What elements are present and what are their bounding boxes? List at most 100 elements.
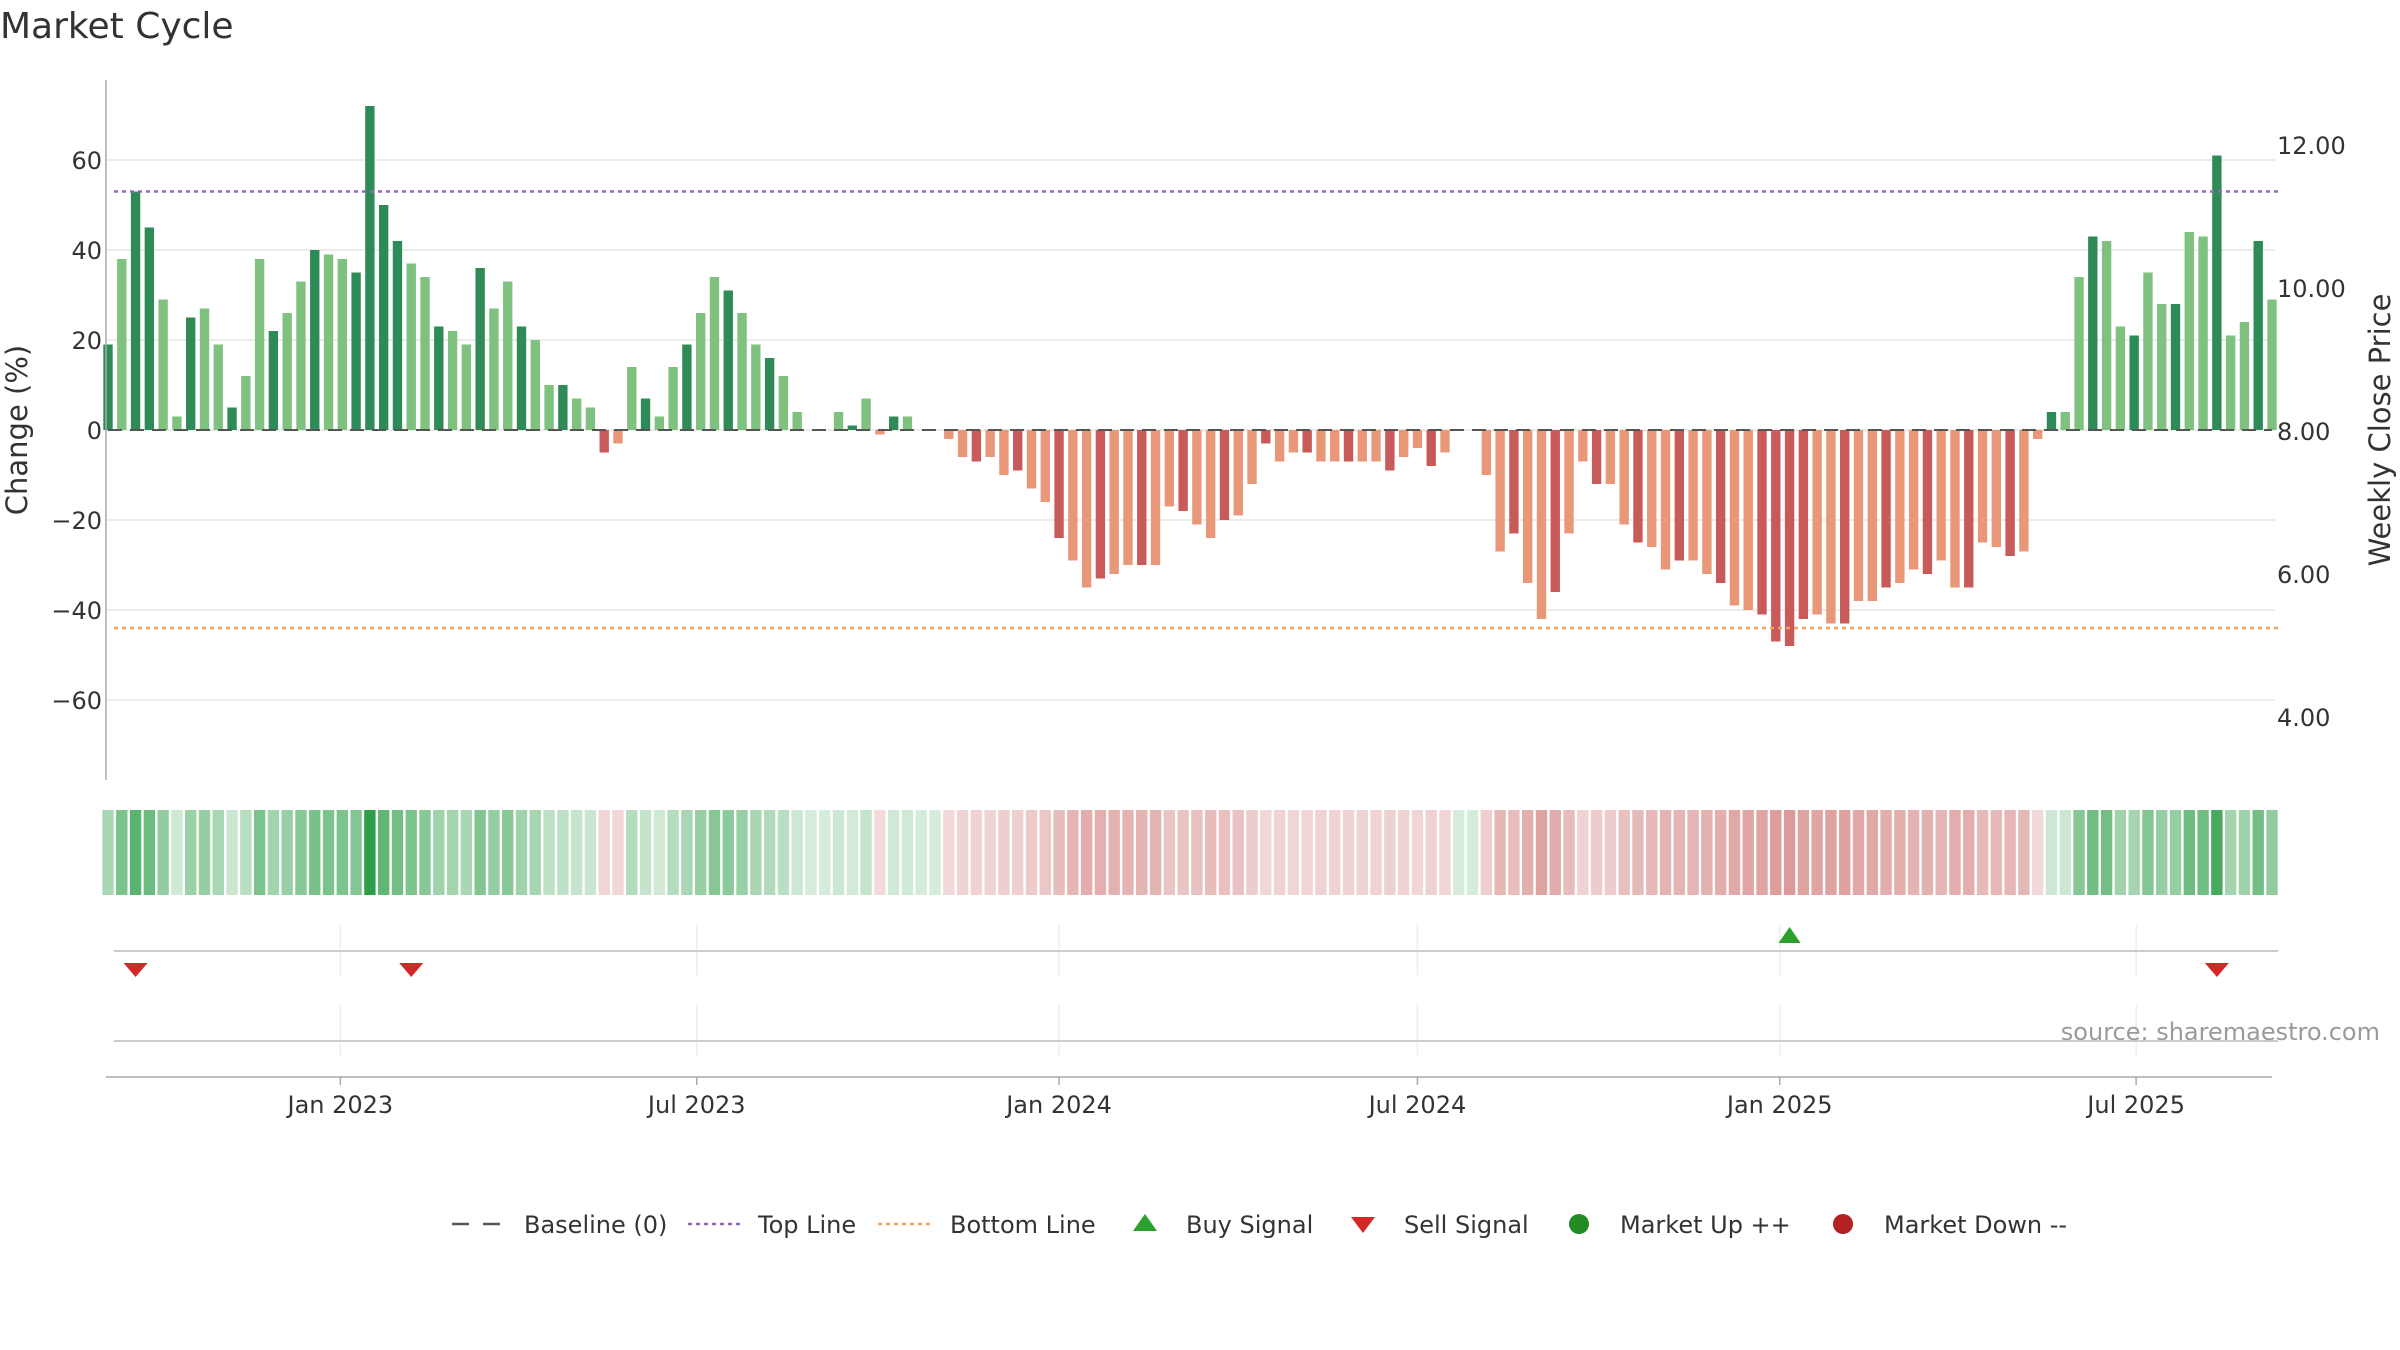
- bar: [2253, 241, 2263, 430]
- strip-cell: [1549, 810, 1561, 895]
- strip-cell: [639, 810, 652, 895]
- bar: [1178, 430, 1188, 511]
- strip-cell: [1204, 810, 1217, 895]
- bar: [1881, 430, 1891, 588]
- strip-cell: [157, 810, 169, 895]
- strip-cell: [322, 810, 335, 895]
- bar: [1715, 430, 1726, 583]
- bar: [1371, 430, 1381, 462]
- strip-cell: [1342, 810, 1355, 895]
- bar: [199, 308, 210, 430]
- bar: [1633, 430, 1643, 543]
- bar: [640, 398, 651, 430]
- bar: [1205, 430, 1216, 538]
- bar: [1991, 430, 2002, 547]
- bar: [861, 398, 871, 430]
- y-axis-title: Change (%): [0, 345, 34, 515]
- bar: [1109, 430, 1119, 574]
- bar: [1385, 430, 1395, 471]
- strip-cell: [171, 810, 183, 895]
- bar: [530, 340, 540, 430]
- strip-cell: [1080, 810, 1093, 895]
- strip-cell: [2266, 810, 2278, 895]
- strip-cell: [1714, 810, 1727, 895]
- legend-label: Buy Signal: [1186, 1211, 1313, 1239]
- legend-label: Sell Signal: [1404, 1211, 1529, 1239]
- strip-cell: [2059, 810, 2071, 895]
- strip-cell: [1728, 810, 1741, 895]
- strip-cell: [1067, 810, 1079, 895]
- strip-cell: [557, 810, 569, 895]
- strip-cell: [212, 810, 224, 895]
- bar: [1895, 430, 1905, 583]
- bar: [1233, 430, 1243, 516]
- strip-cell: [474, 810, 486, 895]
- strip-cell: [887, 810, 900, 895]
- strip-cell: [1563, 810, 1575, 895]
- strip-cell: [819, 810, 831, 895]
- bar: [1440, 430, 1450, 453]
- bar: [2212, 155, 2222, 430]
- strip-cell: [446, 810, 459, 895]
- heat-strip: [102, 810, 2278, 895]
- strip-cell: [1384, 810, 1396, 895]
- bar: [2115, 326, 2126, 430]
- bar: [1757, 430, 1767, 615]
- bar: [172, 416, 182, 430]
- strip-cell: [1315, 810, 1327, 895]
- bar: [2060, 412, 2070, 430]
- strip-cell: [667, 810, 679, 895]
- bar: [282, 313, 292, 430]
- strip-cell: [2252, 810, 2264, 895]
- y2-tick-label: 4.00: [2277, 704, 2330, 732]
- strip-cell: [226, 810, 238, 895]
- strip-cell: [612, 810, 624, 895]
- bar: [158, 299, 168, 430]
- strip-cell: [2142, 810, 2154, 895]
- strip-cell: [433, 810, 445, 895]
- bar: [654, 416, 665, 430]
- strip-cell: [1163, 810, 1176, 895]
- strip-cell: [874, 810, 886, 895]
- strip-cell: [2004, 810, 2016, 895]
- strip-cell: [1990, 810, 2003, 895]
- bar: [875, 430, 885, 435]
- bar: [1398, 430, 1409, 457]
- bar: [1523, 430, 1533, 583]
- bar: [2225, 335, 2236, 430]
- y-tick-label: 60: [71, 147, 102, 175]
- x-tick-label: Jul 2025: [2085, 1091, 2185, 1119]
- strip-cell: [970, 810, 983, 895]
- strip-cell: [1453, 810, 1465, 895]
- strip-cell: [2156, 810, 2168, 895]
- bar: [516, 326, 527, 430]
- strip-cell: [1177, 810, 1189, 895]
- bar-series: [103, 106, 2277, 646]
- sell-signal-marker: [399, 963, 424, 977]
- strip-cell: [1411, 810, 1424, 895]
- bar: [778, 376, 789, 430]
- legend-symbol-buy: [1133, 1214, 1157, 1231]
- strip-cell: [267, 810, 280, 895]
- bar: [1095, 430, 1106, 579]
- bar: [627, 367, 637, 430]
- bar: [1826, 430, 1836, 624]
- strip-cell: [1025, 810, 1038, 895]
- strip-cell: [1232, 810, 1244, 895]
- bar: [378, 205, 389, 430]
- strip-cell: [2169, 810, 2182, 895]
- strip-cell: [984, 810, 996, 895]
- bar: [1068, 430, 1078, 561]
- bar: [1509, 430, 1519, 534]
- strip-cell: [1053, 810, 1065, 895]
- strip-cell: [2045, 810, 2058, 895]
- strip-cell: [1618, 810, 1630, 895]
- bar: [2101, 241, 2112, 430]
- strip-cell: [943, 810, 955, 895]
- bar: [1647, 430, 1657, 547]
- bar: [1316, 430, 1326, 462]
- y-tick-label: −20: [51, 507, 102, 535]
- strip-cell: [763, 810, 776, 895]
- bar: [2157, 304, 2167, 430]
